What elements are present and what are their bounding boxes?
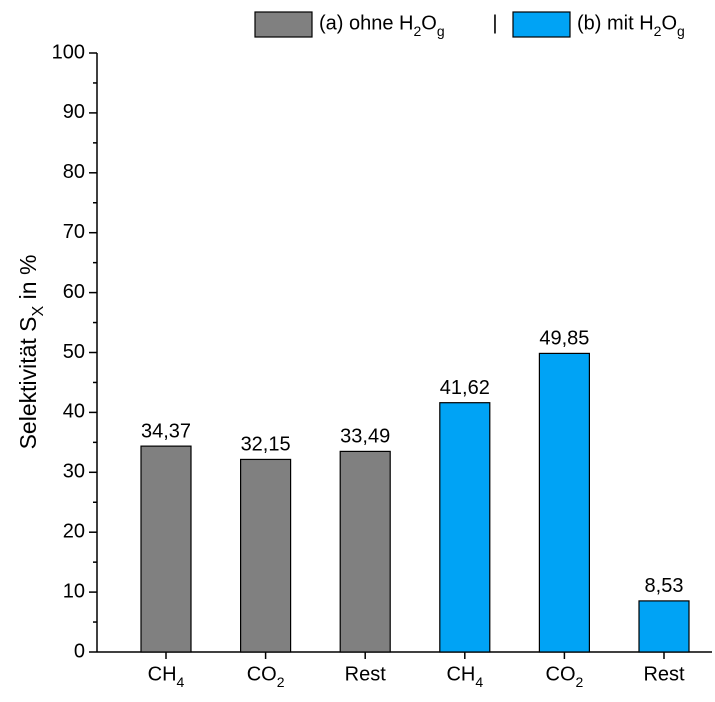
- bar: [140, 445, 192, 653]
- y-tick-label: 0: [74, 640, 85, 662]
- bar: [339, 450, 391, 653]
- y-tick-label: 20: [63, 520, 85, 542]
- x-tick-label: CO2: [546, 663, 584, 689]
- value-label: 8,53: [645, 575, 684, 597]
- legend-label: (a) ohne H2Og: [319, 12, 445, 38]
- y-tick-label: 10: [63, 580, 85, 602]
- bar: [240, 458, 292, 653]
- legend-separator: |: [492, 12, 497, 34]
- x-tick-label: CO2: [247, 663, 285, 689]
- y-tick-label: 60: [63, 281, 85, 303]
- legend-label: (b) mit H2Og: [577, 12, 685, 38]
- y-tick-label: 70: [63, 221, 85, 243]
- y-tick-label: 80: [63, 161, 85, 183]
- value-label: 41,62: [440, 377, 490, 399]
- value-label: 33,49: [340, 426, 390, 448]
- value-label: 32,15: [241, 434, 291, 456]
- y-tick-label: 50: [63, 341, 85, 363]
- value-label: 49,85: [539, 328, 589, 350]
- bar: [538, 352, 591, 653]
- legend-swatch: [254, 11, 313, 38]
- bar: [638, 600, 690, 653]
- x-tick-label: Rest: [643, 663, 685, 685]
- value-label: 34,37: [141, 420, 191, 442]
- y-axis-label: Selektivität SX in %: [15, 255, 47, 450]
- y-tick-label: 40: [63, 401, 85, 423]
- x-tick-label: CH4: [446, 663, 483, 689]
- legend-swatch: [512, 11, 571, 38]
- y-tick-label: 90: [63, 101, 85, 123]
- bar: [439, 402, 491, 653]
- x-tick-label: Rest: [345, 663, 387, 685]
- y-tick-label: 100: [52, 41, 85, 63]
- x-tick-label: CH4: [148, 663, 185, 689]
- y-tick-label: 30: [63, 461, 85, 483]
